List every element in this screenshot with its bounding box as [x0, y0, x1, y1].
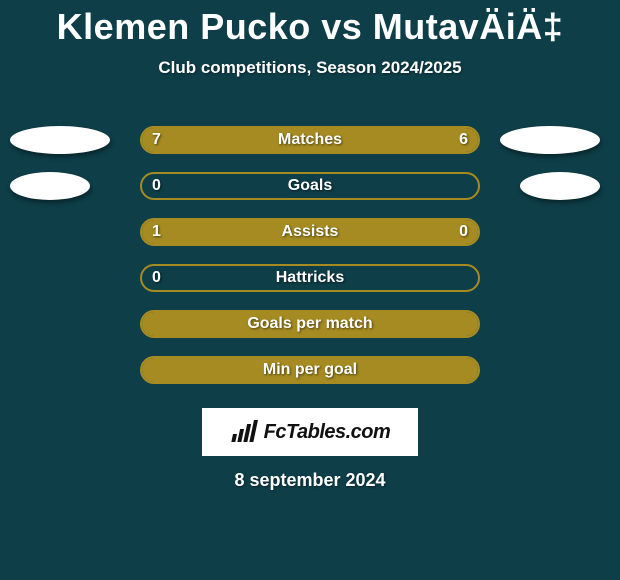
stat-row: 0Hattricks: [0, 254, 620, 300]
stat-row: Min per goal: [0, 346, 620, 392]
player-left-marker: [10, 126, 110, 154]
stat-bar: 0Goals: [140, 172, 480, 200]
player-right-marker: [500, 126, 600, 154]
stat-fill-left: [142, 358, 478, 382]
subtitle: Club competitions, Season 2024/2025: [0, 58, 620, 78]
comparison-card: Klemen Pucko vs MutavÄiÄ‡ Club competiti…: [0, 0, 620, 580]
bar-chart-icon: [230, 420, 258, 444]
stat-bar: Goals per match: [140, 310, 480, 338]
stat-fill-right: [404, 220, 478, 244]
logo-text: FcTables.com: [264, 421, 391, 444]
stat-bar: Min per goal: [140, 356, 480, 384]
stat-bar: 10Assists: [140, 218, 480, 246]
stats-container: 76Matches0Goals10Assists0HattricksGoals …: [0, 116, 620, 392]
stat-value-right: [428, 266, 468, 290]
date-label: 8 september 2024: [0, 470, 620, 491]
stat-bar: 0Hattricks: [140, 264, 480, 292]
stat-row: 76Matches: [0, 116, 620, 162]
stat-fill-left: [142, 128, 323, 152]
page-title: Klemen Pucko vs MutavÄiÄ‡: [0, 6, 620, 48]
stat-fill-left: [142, 220, 404, 244]
player-right-marker: [520, 172, 600, 200]
stat-label: Hattricks: [142, 266, 478, 290]
player-left-marker: [10, 172, 90, 200]
stat-row: 0Goals: [0, 162, 620, 208]
fctables-logo: FcTables.com: [202, 408, 418, 456]
stat-row: 10Assists: [0, 208, 620, 254]
stat-value-right: [428, 174, 468, 198]
stat-fill-left: [142, 312, 478, 336]
stat-value-left: 0: [152, 174, 192, 198]
stat-value-left: 0: [152, 266, 192, 290]
stat-row: Goals per match: [0, 300, 620, 346]
stat-label: Goals: [142, 174, 478, 198]
stat-bar: 76Matches: [140, 126, 480, 154]
stat-fill-right: [323, 128, 478, 152]
